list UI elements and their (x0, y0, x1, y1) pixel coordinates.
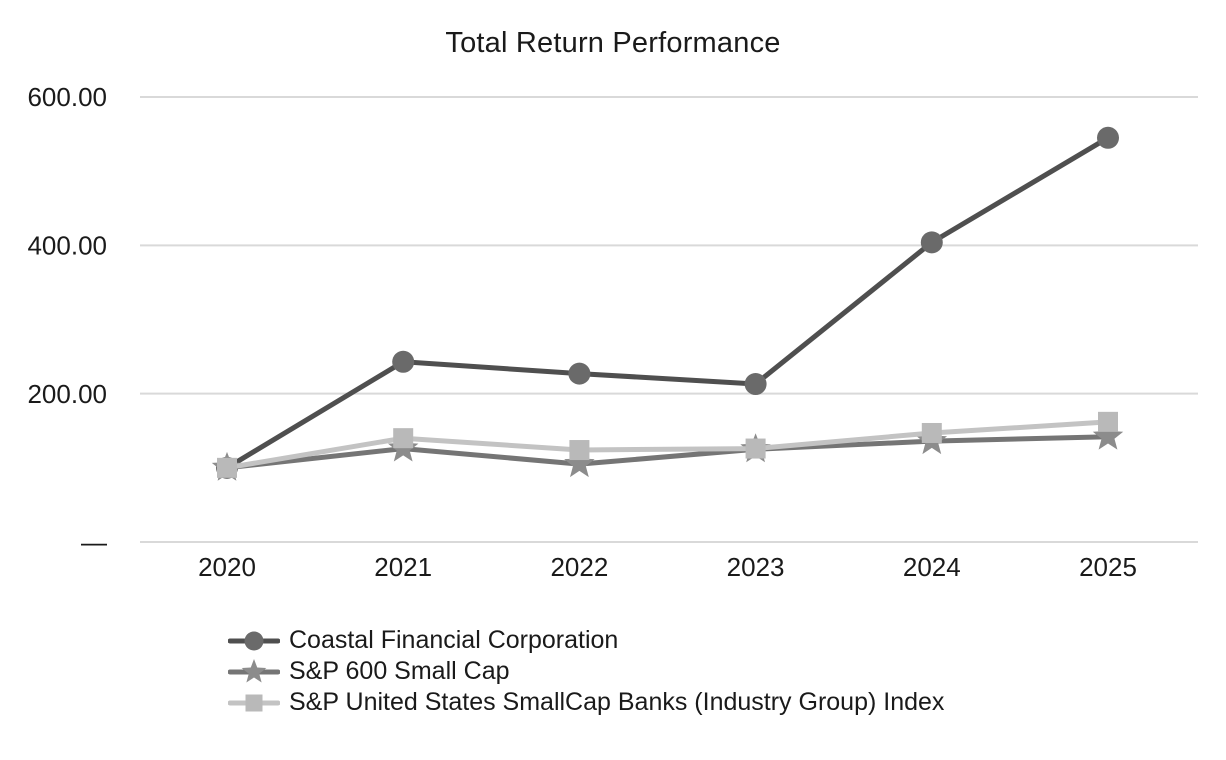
circle-marker-icon (920, 231, 943, 254)
legend-item-coastal: Coastal Financial Corporation (228, 626, 944, 655)
square-marker-icon (393, 428, 414, 449)
y-tick-label: 400.00 (27, 230, 107, 260)
star-marker-icon (241, 658, 267, 683)
square-marker-icon (228, 694, 280, 711)
legend: Coastal Financial Corporation S&P 600 Sm… (228, 626, 944, 717)
square-marker-icon (1098, 411, 1118, 432)
series-2 (217, 411, 1118, 478)
series-line (224, 419, 1111, 471)
plot-area: — 200.00 400.00 600.00 2020 2021 2022 2023 2024 2… (27, 82, 1198, 582)
square-marker-icon (245, 694, 263, 711)
circle-marker-icon (744, 373, 767, 396)
x-tick-label: 2025 (1079, 552, 1137, 582)
square-marker-icon (569, 440, 590, 461)
circle-marker-icon (228, 631, 280, 650)
circle-marker-icon (244, 631, 264, 650)
series-0 (216, 126, 1119, 479)
legend-label-coastal: Coastal Financial Corporation (289, 626, 619, 654)
circle-marker-icon (568, 362, 591, 385)
y-tick-label: 200.00 (27, 379, 107, 409)
circle-marker-icon (392, 350, 415, 373)
star-marker-icon (564, 448, 595, 478)
y-tick-label: 600.00 (27, 82, 107, 112)
square-marker-icon (217, 457, 237, 478)
x-tick-label: 2023 (727, 552, 785, 582)
square-marker-icon (921, 422, 942, 443)
legend-label-smallcap-banks: S&P United States SmallCap Banks (Indust… (289, 688, 945, 716)
square-marker-icon (745, 438, 766, 459)
x-tick-label: 2021 (374, 552, 432, 582)
star-marker-icon (228, 658, 280, 683)
series-line (224, 434, 1111, 471)
series-line (224, 135, 1111, 471)
x-tick-label: 2020 (198, 552, 256, 582)
x-tick-label: 2022 (550, 552, 608, 582)
x-tick-label: 2024 (903, 552, 961, 582)
y-tick-label: — (81, 527, 107, 557)
star-marker-icon (1092, 420, 1124, 450)
chart-title: Total Return Performance (445, 27, 781, 59)
legend-label-sp600: S&P 600 Small Cap (289, 657, 510, 685)
legend-item-sp600: S&P 600 Small Cap (228, 657, 944, 686)
circle-marker-icon (1097, 126, 1119, 149)
legend-item-smallcap-banks: S&P United States SmallCap Banks (Indust… (228, 688, 944, 717)
